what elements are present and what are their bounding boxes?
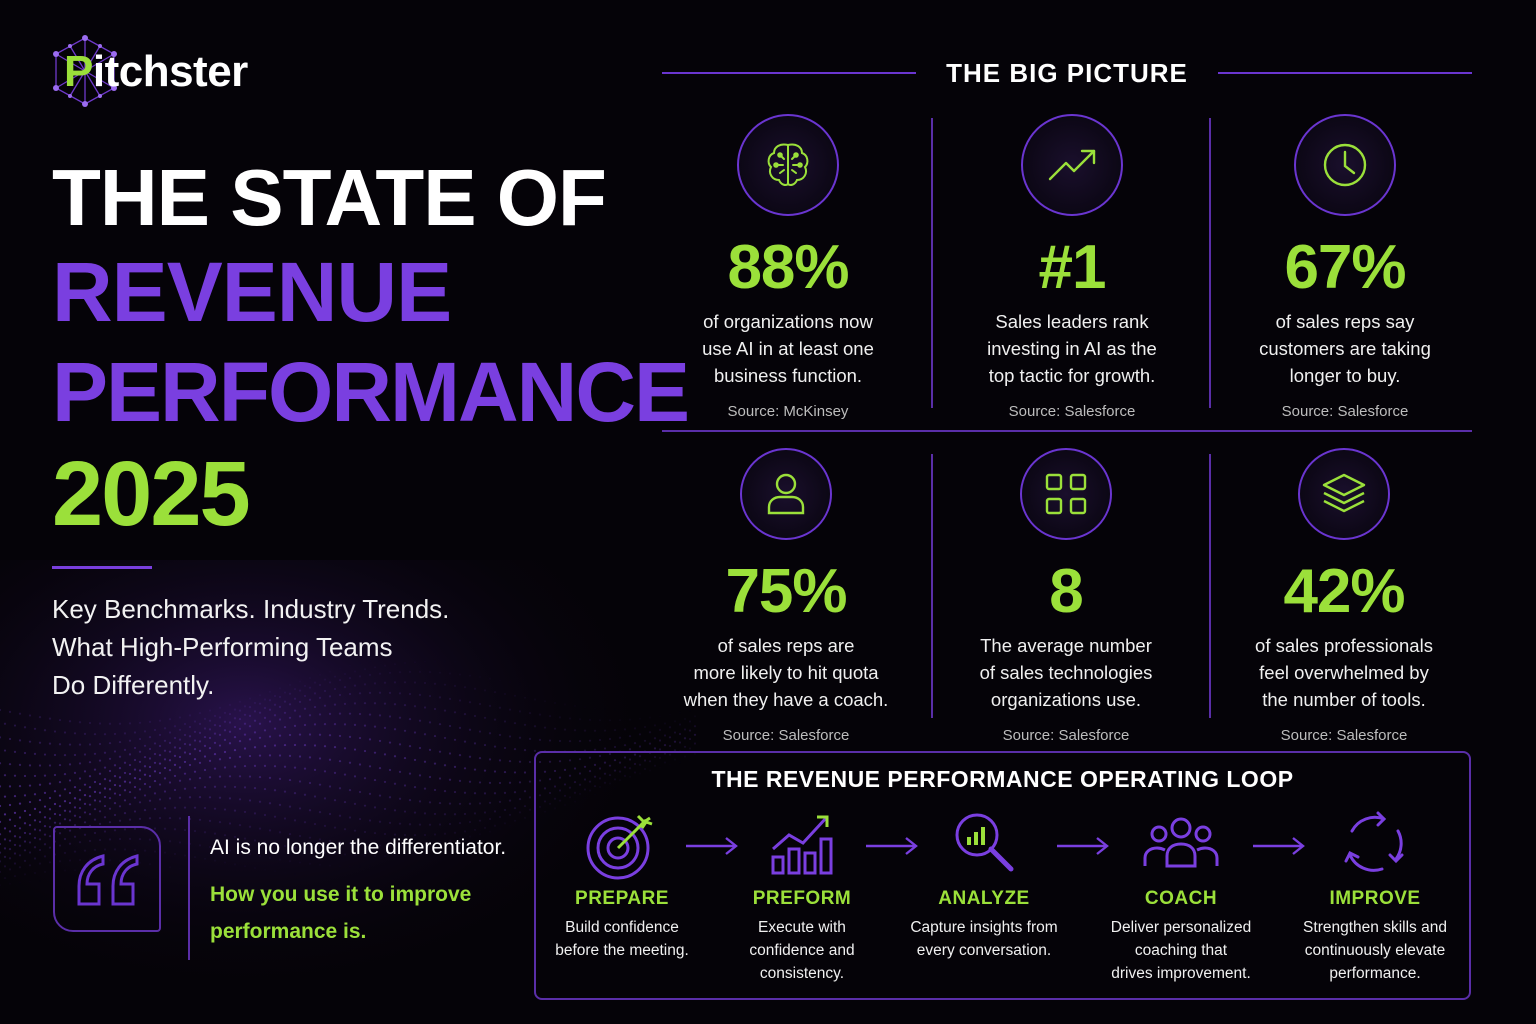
- arrow-right-icon: [1253, 837, 1305, 855]
- step-description: Capture insights from every conversation.: [910, 919, 1058, 959]
- stat-description: Sales leaders rank investing in AI as the…: [987, 311, 1157, 386]
- loop-step-improve: IMPROVE Strengthen skills and continuousl…: [1290, 806, 1460, 985]
- stat-description: The average number of sales technologies o…: [979, 635, 1153, 710]
- loop-step-preform: PREFORM Execute with confidence and consis…: [717, 806, 887, 985]
- step-description: Strengthen skills and continuously elevat…: [1303, 919, 1447, 982]
- cycle-icon: [1290, 806, 1460, 882]
- big-picture-header: THE BIG PICTURE: [662, 56, 1473, 90]
- clock-icon: [1294, 114, 1396, 216]
- stat-value: 88%: [727, 233, 849, 302]
- step-description: Deliver personalized coaching that drives …: [1110, 919, 1252, 982]
- stat-source: Source: Salesforce: [722, 727, 850, 744]
- stat-description: of sales reps are more likely to hit quot…: [683, 635, 889, 710]
- stat-description: of sales reps say customers are taking lon…: [1259, 311, 1431, 386]
- operating-loop-panel: [534, 751, 1471, 1000]
- stat-description: of organizations now use AI in at least o…: [702, 311, 874, 386]
- grid-divider: [931, 454, 933, 718]
- stat-value: 42%: [1283, 557, 1405, 626]
- magnify-chart-icon: [899, 806, 1069, 882]
- loop-step-prepare: PREPARE Build confidence before the meeti…: [537, 806, 707, 962]
- step-name: PREPARE: [575, 888, 669, 909]
- stat-value: 67%: [1284, 233, 1406, 302]
- network-hexagon-icon: [53, 35, 117, 107]
- growth-chart-icon: [717, 806, 887, 882]
- arrow-right-icon: [686, 837, 738, 855]
- stat-card: #1 Sales leaders rank investing in AI as …: [942, 114, 1202, 420]
- stat-source: Source: Salesforce: [1002, 727, 1130, 744]
- layers-icon: [1298, 448, 1390, 540]
- quote-mark-box: [53, 826, 161, 932]
- arrow-right-icon: [1057, 837, 1109, 855]
- big-picture-title: THE BIG PICTURE: [946, 57, 1188, 88]
- operating-loop-title: THE REVENUE PERFORMANCE OPERATING LOOP: [711, 766, 1294, 792]
- stat-card: 88% of organizations now use AI in at lea…: [658, 114, 918, 420]
- team-icon: [1096, 806, 1266, 882]
- brain-icon: [737, 114, 839, 216]
- hero-title-line-3: PERFORMANCE: [52, 345, 690, 439]
- arrow-right-icon: [866, 837, 918, 855]
- loop-step-coach: COACH Deliver personalized coaching that d…: [1096, 806, 1266, 985]
- grid-divider: [1209, 454, 1211, 718]
- hero-divider: [52, 566, 152, 569]
- hero-title-line-2: REVENUE: [52, 245, 452, 339]
- stat-source: Source: McKinsey: [727, 403, 849, 420]
- stat-description: of sales professionals feel overwhelmed b…: [1255, 635, 1433, 710]
- step-name: COACH: [1144, 888, 1218, 909]
- step-name: PREFORM: [752, 888, 852, 909]
- apps-grid-icon: [1020, 448, 1112, 540]
- step-name: IMPROVE: [1329, 888, 1421, 909]
- brand-name: Pitchster: [64, 47, 248, 96]
- user-icon: [740, 448, 832, 540]
- grid-divider: [1209, 118, 1211, 408]
- target-icon: [537, 806, 707, 882]
- stat-source: Source: Salesforce: [1281, 403, 1409, 420]
- grid-divider: [931, 118, 933, 408]
- stat-card: 42% of sales professionals feel overwhelm…: [1214, 448, 1474, 744]
- stat-value: #1: [1038, 233, 1107, 302]
- quote-highlight: How you use it to improve performance is…: [210, 883, 472, 943]
- stat-source: Source: Salesforce: [1280, 727, 1408, 744]
- brand-logo[interactable]: Pitchster: [46, 32, 248, 112]
- quote-divider: [188, 816, 190, 960]
- trend-up-icon: [1021, 114, 1123, 216]
- step-description: Build confidence before the meeting.: [555, 919, 689, 959]
- quote-icon: [77, 854, 139, 906]
- loop-step-analyze: ANALYZE Capture insights from every conve…: [899, 806, 1069, 962]
- stat-value: 8: [1049, 557, 1083, 626]
- stat-card: 75% of sales reps are more likely to hit …: [656, 448, 916, 744]
- hero-title-year: 2025: [52, 443, 251, 545]
- stat-value: 75%: [725, 557, 847, 626]
- quote-text: AI is no longer the differentiator.: [210, 836, 507, 859]
- step-description: Execute with confidence and consistency.: [749, 919, 855, 982]
- grid-divider: [662, 430, 1472, 432]
- hero-subtitle: Key Benchmarks. Industry Trends. What Hi…: [52, 594, 450, 700]
- step-name: ANALYZE: [938, 888, 1030, 909]
- stat-card: 67% of sales reps say customers are takin…: [1215, 114, 1475, 420]
- hero-title-line-1: THE STATE OF: [52, 153, 607, 242]
- stat-source: Source: Salesforce: [1008, 403, 1136, 420]
- stat-card: 8 The average number of sales technologie…: [936, 448, 1196, 744]
